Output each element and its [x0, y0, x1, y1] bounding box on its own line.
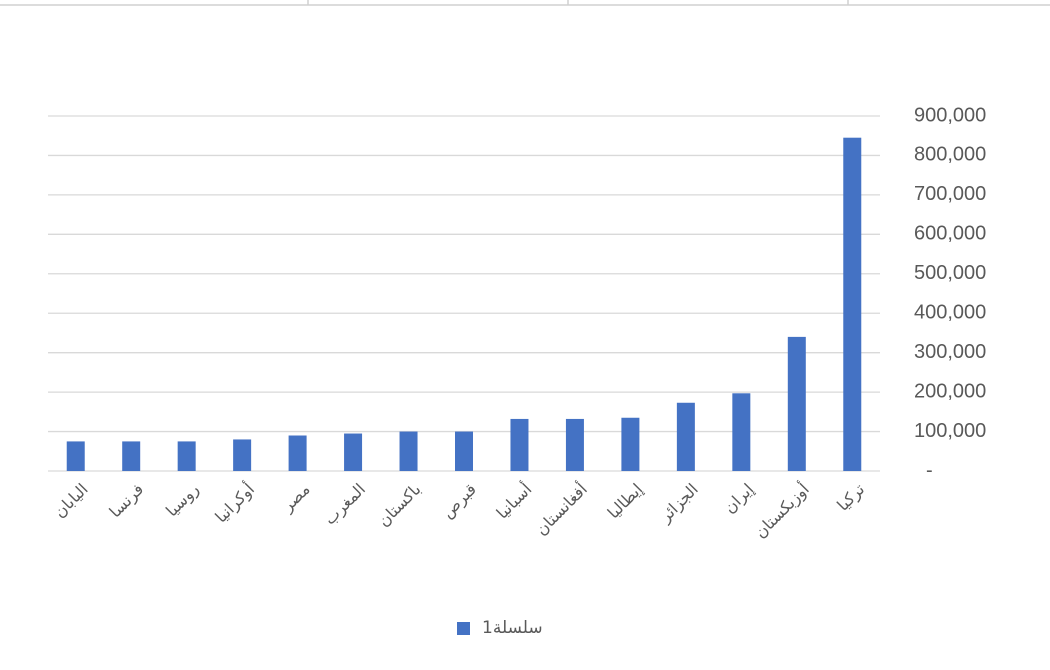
bar	[732, 393, 751, 471]
y-tick-label: 800,000	[914, 144, 986, 166]
bar	[288, 435, 307, 471]
y-tick-label: 400,000	[914, 302, 986, 324]
bar	[399, 431, 418, 471]
y-tick-label: 600,000	[914, 223, 986, 245]
x-tick-label: أوزبكستان	[750, 479, 814, 543]
table-border	[0, 0, 1050, 6]
bar	[122, 441, 141, 471]
bar	[787, 336, 806, 471]
y-tick-label: -	[926, 459, 933, 481]
y-tick-label: 100,000	[914, 420, 986, 442]
x-tick-label: أفغانستان	[531, 479, 591, 539]
y-tick-label: 200,000	[914, 380, 986, 402]
y-tick-label: 700,000	[914, 183, 986, 205]
legend-swatch	[457, 622, 470, 635]
x-tick-label: أسبانيا	[492, 479, 536, 523]
bar	[344, 433, 363, 471]
bar	[843, 137, 862, 471]
x-tick-label: المغرب	[320, 480, 370, 530]
bar	[66, 441, 85, 471]
x-tick-label: مصر	[277, 480, 314, 517]
x-tick-label: إيطاليا	[604, 480, 647, 523]
legend-label: سلسلة1	[482, 618, 543, 638]
y-tick-label: 900,000	[914, 104, 986, 126]
x-tick-label: روسيا	[162, 480, 203, 521]
x-tick-label: اليابان	[50, 480, 92, 522]
bar	[676, 402, 695, 471]
bar	[177, 441, 196, 471]
x-tick-label: الجزائر	[655, 480, 703, 528]
x-tick-label: إيران	[720, 480, 758, 518]
bar	[621, 417, 640, 471]
bar	[233, 439, 252, 471]
bar	[455, 431, 473, 471]
x-tick-label: قبرص	[438, 480, 481, 523]
x-tick-label: أوكرانيا	[211, 479, 259, 527]
y-tick-label: 300,000	[914, 341, 986, 363]
x-tick-label: فرنسا	[105, 480, 147, 522]
x-tick-label: تركيا	[833, 480, 869, 516]
y-tick-label: 500,000	[914, 262, 986, 284]
bar	[565, 418, 584, 471]
x-tick-label: باكستان	[374, 480, 425, 531]
bar	[510, 418, 529, 471]
